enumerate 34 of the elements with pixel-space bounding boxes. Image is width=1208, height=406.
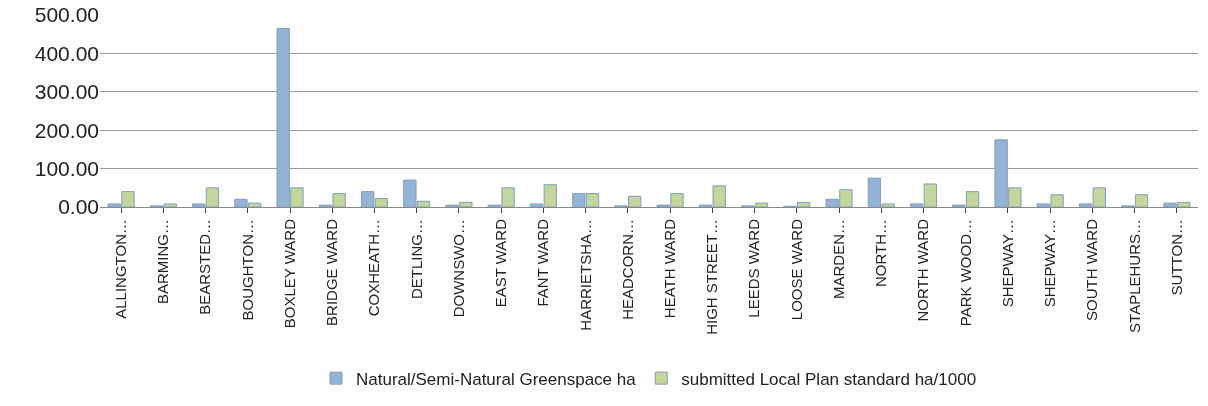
y-tick-label: 400.00 [34, 41, 99, 65]
y-tick-label: 500.00 [34, 3, 99, 27]
y-tick-label: 200.00 [34, 118, 99, 142]
y-tick-label: 100.00 [34, 156, 99, 180]
x-tick-label: SHEPWAY… [1041, 219, 1059, 308]
x-tick-label: HARRIETSHA… [576, 219, 594, 331]
x-tick-label: BEARSTED… [196, 219, 214, 315]
legend-label: Natural/Semi-Natural Greenspace ha [356, 369, 637, 389]
x-tick-label: SUTTON… [1167, 219, 1185, 296]
x-tick-label: DOWNSWO… [449, 219, 467, 318]
x-tick-label: ALLINGTON… [112, 219, 129, 319]
x-tick-label: FANT WARD [534, 218, 552, 307]
x-tick-label: HEADCORN… [618, 219, 636, 320]
x-tick-label: SOUTH WARD [1083, 218, 1101, 321]
x-tick-label: NORTH WARD [914, 218, 932, 322]
y-tick-label: 300.00 [34, 80, 99, 104]
x-tick-label: DETLING… [407, 219, 425, 300]
x-tick-label: BARMING… [154, 219, 172, 305]
x-tick-label: HIGH STREET… [703, 219, 721, 335]
x-tick-label: BOXLEY WARD [280, 218, 298, 329]
x-tick-label: LEEDS WARD [745, 218, 763, 318]
x-tick-label: COXHEATH… [365, 219, 383, 317]
x-tick-label: BRIDGE WARD [323, 218, 341, 326]
x-tick-label: MARDEN… [829, 219, 847, 300]
x-tick-label: BOUGHTON… [238, 219, 256, 321]
legend-label: submitted Local Plan standard ha/1000 [681, 369, 977, 389]
x-tick-label: PARK WOOD… [956, 219, 974, 327]
x-tick-label: HEATH WARD [660, 218, 678, 319]
x-tick-label: LOOSE WARD [787, 218, 805, 321]
x-tick-label: SHEPWAY… [998, 219, 1016, 308]
x-tick-label: NORTH… [872, 219, 890, 288]
x-tick-label: STAPLEHURS… [1125, 219, 1143, 333]
y-tick-label: 0.00 [58, 195, 99, 219]
x-tick-label: EAST WARD [492, 218, 510, 308]
